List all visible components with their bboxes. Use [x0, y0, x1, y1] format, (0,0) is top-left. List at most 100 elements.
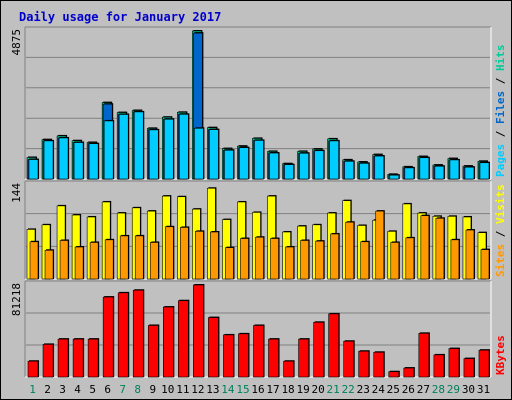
kbytes-kbytes-bar — [72, 338, 84, 378]
kbytes-kbytes-bar — [117, 292, 129, 378]
kbytes-kbytes-bar — [178, 300, 189, 378]
x-tick-label-day: 12 — [191, 383, 204, 396]
x-tick-label-day: 22 — [342, 383, 355, 396]
hits-ymax-label: 4875 — [10, 29, 23, 56]
legend-sites: Sites — [494, 244, 507, 277]
kbytes-legend: KBytes — [494, 335, 507, 375]
visits-sites-bar — [134, 235, 144, 280]
hits-pages-bar — [73, 142, 84, 180]
visits-sites-bar — [59, 240, 69, 280]
hits-pages-bar — [148, 129, 159, 180]
hits-pages-bar — [389, 174, 400, 180]
hits-pages-bar — [163, 118, 174, 180]
x-tick-label-day: 31 — [477, 383, 490, 396]
visits-sites-bar — [240, 238, 249, 280]
hits-legend: Pages / Files / Hits — [494, 45, 507, 178]
hits-pages-bar — [329, 140, 339, 180]
x-tick-label-day: 27 — [417, 383, 430, 396]
visits-sites-bar — [44, 249, 54, 280]
visits-sites-bar — [480, 249, 490, 280]
x-tick-label-day: 10 — [161, 383, 174, 396]
kbytes-kbytes-bar — [403, 367, 415, 378]
chart-panels: 4875 Pages / Files / Hits 144 Sites / Visit… — [10, 26, 507, 378]
visits-sites-bar — [375, 210, 385, 280]
kbytes-kbytes-bar — [223, 334, 234, 378]
visits-sites-bar — [164, 226, 174, 280]
visits-sites-bar — [255, 236, 264, 280]
hits-pages-bar — [284, 164, 294, 180]
visits-sites-bar — [149, 242, 159, 280]
kbytes-kbytes-bar — [132, 289, 144, 378]
kbytes-kbytes-bar — [42, 344, 54, 378]
hits-pages-bar — [374, 155, 385, 180]
kbytes-kbytes-bar — [433, 354, 445, 378]
x-tick-label-day: 24 — [372, 383, 386, 396]
visits-sites-bar — [210, 231, 219, 280]
x-tick-label-day: 29 — [447, 383, 460, 396]
hits-pages-bar — [194, 128, 204, 180]
x-tick-label-day: 16 — [251, 383, 264, 396]
x-tick-label-day: 28 — [432, 383, 445, 396]
visits-sites-bar — [270, 238, 279, 280]
legend-pages: Pages — [494, 144, 507, 177]
legend-files: Files — [494, 91, 507, 124]
x-tick-label-day: 13 — [206, 383, 219, 396]
visits-legend: Sites / Visits — [494, 184, 507, 277]
hits-pages-bar — [58, 137, 69, 180]
kbytes-kbytes-bar — [463, 358, 475, 378]
visits-sites-bar — [420, 215, 430, 280]
hits-pages-bar — [118, 114, 129, 180]
legend-separator: / — [494, 124, 507, 144]
kbytes-kbytes-bar — [238, 333, 249, 378]
kbytes-panel: 81218 KBytes — [10, 280, 507, 378]
hits-pages-bar — [479, 162, 490, 180]
kbytes-kbytes-bar — [343, 340, 355, 378]
hits-pages-bar — [254, 140, 264, 180]
kbytes-kbytes-bar — [57, 338, 69, 378]
x-tick-label-day: 8 — [134, 383, 141, 396]
x-tick-label-day: 21 — [327, 383, 340, 396]
x-tick-label-day: 4 — [74, 383, 81, 396]
hits-pages-bar — [224, 149, 234, 180]
kbytes-kbytes-bar — [283, 360, 294, 378]
visits-sites-bar — [300, 240, 309, 280]
x-tick-label-day: 2 — [44, 383, 51, 396]
visits-sites-bar — [450, 239, 460, 280]
x-tick-label-day: 15 — [236, 383, 249, 396]
visits-sites-bar — [29, 241, 39, 280]
kbytes-kbytes-bar — [162, 306, 174, 378]
kbytes-kbytes-bar — [358, 350, 370, 378]
x-tick-label-day: 30 — [462, 383, 475, 396]
kbytes-kbytes-bar — [27, 360, 39, 378]
visits-sites-bar — [225, 247, 234, 280]
kbytes-kbytes-bar — [328, 313, 339, 378]
kbytes-kbytes-bar — [418, 333, 430, 378]
kbytes-kbytes-bar — [147, 325, 159, 378]
hits-pages-bar — [28, 159, 39, 180]
visits-panel: 144 Sites / Visits — [10, 180, 507, 280]
legend-visits: Visits — [494, 184, 507, 224]
hits-panel: 4875 Pages / Files / Hits — [10, 26, 507, 180]
x-tick-label-day: 18 — [281, 383, 294, 396]
visits-sites-bar — [285, 246, 294, 280]
visits-sites-bar — [345, 221, 355, 280]
x-tick-label-day: 7 — [119, 383, 126, 396]
legend-separator: / — [494, 224, 507, 244]
hits-pages-bar — [359, 163, 370, 180]
kbytes-kbytes-bar — [313, 322, 324, 378]
visits-sites-bar — [195, 231, 204, 280]
hits-pages-bar — [179, 114, 189, 180]
visits-sites-bar — [360, 241, 370, 280]
hits-pages-bar — [449, 159, 460, 180]
x-tick-label-day: 14 — [221, 383, 235, 396]
x-tick-label-day: 19 — [296, 383, 309, 396]
x-tick-label-day: 26 — [402, 383, 415, 396]
x-tick-label-day: 11 — [176, 383, 189, 396]
visits-ymax-label: 144 — [10, 183, 23, 203]
hits-pages-bar — [239, 147, 249, 180]
x-tick-label-day: 6 — [104, 383, 111, 396]
visits-sites-bar — [119, 235, 129, 280]
hits-pages-bar — [344, 161, 355, 180]
x-tick-label-day: 3 — [59, 383, 66, 396]
